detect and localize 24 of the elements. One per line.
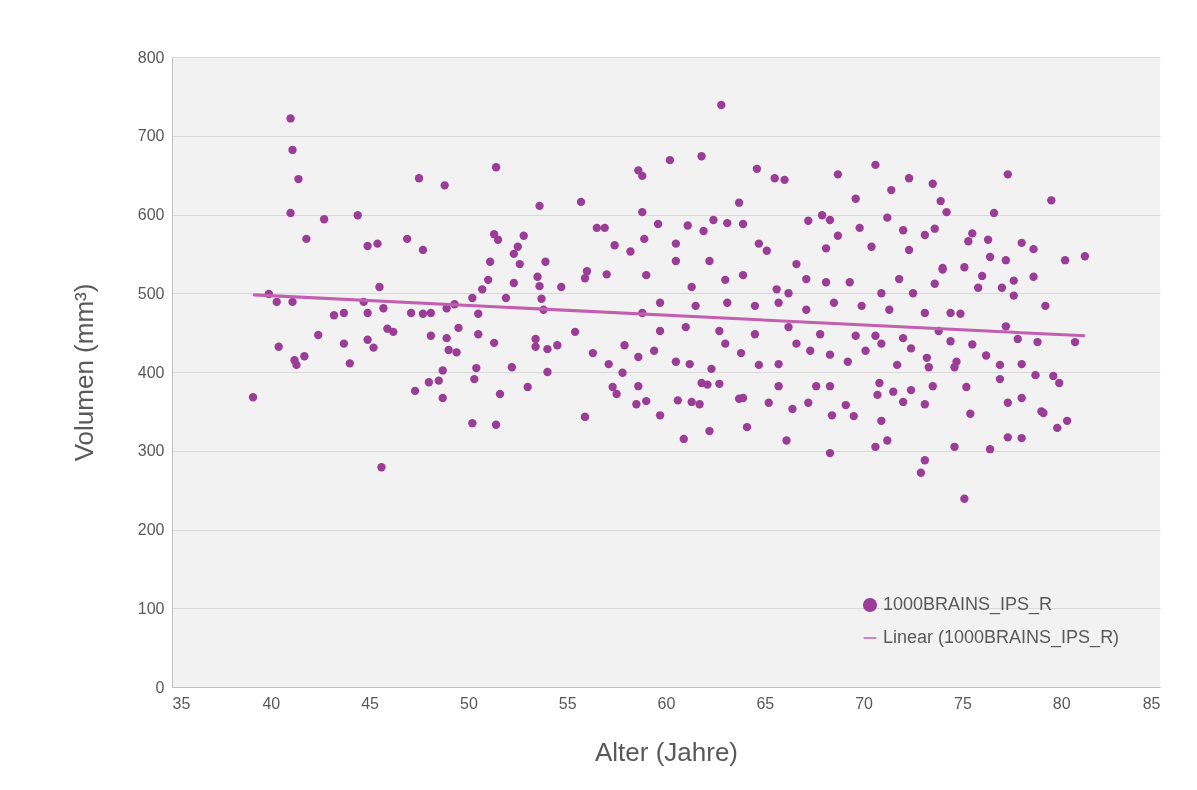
x-tick-label: 35 xyxy=(172,694,191,712)
x-tick-label: 80 xyxy=(1052,694,1071,712)
x-tick-label: 70 xyxy=(855,694,874,712)
legend-label: 1000BRAINS_IPS_R xyxy=(883,594,1053,615)
legend-label: Linear (1000BRAINS_IPS_R) xyxy=(883,627,1120,648)
x-tick-label: 60 xyxy=(657,694,676,712)
y-tick-label: 300 xyxy=(137,442,165,460)
x-tick-label: 75 xyxy=(954,694,972,712)
x-tick-label: 50 xyxy=(460,694,478,712)
y-tick-label: 100 xyxy=(137,599,165,617)
x-tick-label: 40 xyxy=(262,694,281,712)
y-tick-label: 500 xyxy=(137,284,165,302)
y-axis-title: Volumen (mm³) xyxy=(68,283,99,462)
y-tick-label: 600 xyxy=(137,206,165,223)
y-tick-label: 200 xyxy=(137,521,165,538)
x-tick-label: 45 xyxy=(361,694,380,712)
x-tick-label: 65 xyxy=(756,694,775,712)
y-tick-label: 800 xyxy=(137,48,165,66)
x-axis-title: Alter (Jahre) xyxy=(594,736,739,767)
y-tick-label: 700 xyxy=(137,127,165,145)
y-tick-label: 400 xyxy=(137,363,165,381)
x-tick-label: 85 xyxy=(1142,694,1161,712)
y-tick-label: 0 xyxy=(155,678,165,696)
x-tick-label: 55 xyxy=(558,694,577,712)
